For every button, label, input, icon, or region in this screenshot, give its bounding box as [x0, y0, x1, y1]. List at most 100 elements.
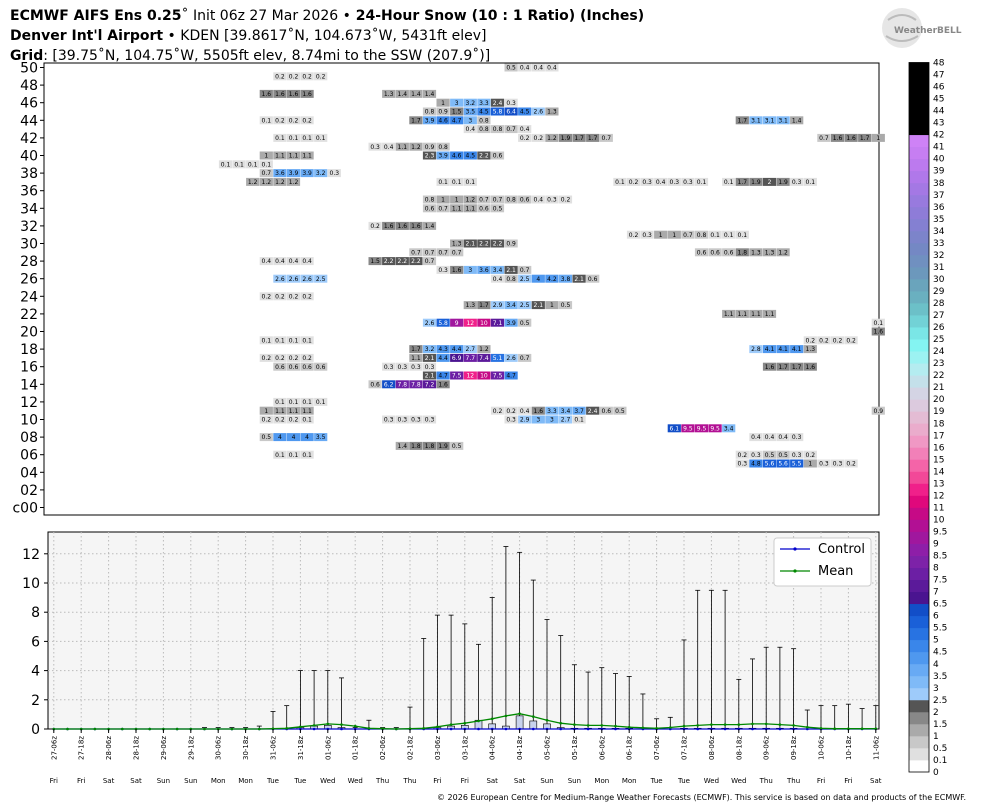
member-cell-label: 5.6 — [765, 461, 775, 468]
member-cell — [463, 125, 477, 134]
member-cell-label: 0.1 — [289, 337, 299, 344]
colorbar-swatch — [909, 110, 929, 124]
mean-point — [751, 722, 754, 726]
member-cell-label: 4.7 — [452, 117, 462, 124]
member-cell-label: 0.1 — [248, 161, 258, 168]
summary-y-label: 12 — [22, 547, 40, 563]
colorbar-swatch — [909, 567, 929, 580]
member-cell — [626, 230, 641, 239]
colorbar-swatch — [909, 278, 929, 292]
colorbar-swatch — [909, 363, 929, 376]
member-cell — [545, 274, 559, 283]
member-cell — [300, 433, 314, 442]
member-cell-label: 0.2 — [302, 73, 312, 80]
member-cell — [259, 292, 273, 301]
member-cell — [436, 98, 450, 107]
mean-point — [312, 724, 316, 727]
member-cell-label: 0.1 — [316, 135, 326, 142]
mean-point — [682, 724, 686, 728]
colorbar-swatch — [909, 579, 929, 593]
member-cell-label: 3.2 — [425, 346, 435, 353]
chart-header: ECMWF AIFS Ens 0.25˚ Init 06z 27 Mar 202… — [10, 6, 644, 66]
member-axis-label: 42 — [20, 131, 38, 147]
member-cell — [477, 265, 491, 274]
summary-x-label: 02-06z — [379, 736, 387, 760]
member-cell — [463, 195, 477, 204]
member-cell — [776, 433, 790, 442]
member-cell-label: 0.1 — [302, 337, 312, 344]
member-cell — [286, 415, 301, 424]
member-cell — [776, 362, 790, 371]
summary-day-label: Sun — [540, 777, 553, 785]
member-cell — [749, 450, 763, 459]
member-axis-label: 32 — [20, 219, 38, 235]
member-cell — [368, 221, 382, 230]
summary-x-label: 06-06z — [598, 736, 606, 760]
member-cell-label: 0.3 — [738, 461, 748, 468]
member-cell-label: 0.1 — [615, 179, 625, 186]
member-cell-label: 1.7 — [738, 179, 748, 186]
member-cell-label: 9.5 — [697, 425, 707, 432]
summary-x-label: 09-06z — [763, 736, 771, 760]
member-cell-label: 1.2 — [778, 249, 788, 256]
member-cell — [477, 345, 491, 354]
member-cell-label: 1 — [808, 461, 812, 468]
member-cell — [422, 151, 437, 160]
member-cell-label: 3.9 — [302, 170, 312, 177]
member-cell-label: 9.5 — [683, 425, 693, 432]
member-cell — [395, 441, 409, 450]
member-cell-label: 3 — [468, 267, 472, 274]
member-cell — [286, 177, 301, 186]
summary-x-label: 01-18z — [352, 736, 360, 760]
member-axis-label: 06 — [20, 448, 38, 464]
summary-y-label: 4 — [31, 664, 40, 680]
mean-point — [93, 727, 97, 731]
member-axis-label: 48 — [20, 78, 38, 94]
member-cell-label: 0.3 — [547, 197, 557, 204]
member-cell-label: 1.2 — [248, 179, 258, 186]
member-cell-label: 0.2 — [370, 223, 380, 230]
member-axis-label: 34 — [20, 201, 38, 217]
site-coords: KDEN [39.8617˚N, 104.673˚W, 5431ft elev] — [175, 28, 487, 44]
colorbar-swatch — [909, 327, 929, 340]
member-cell — [871, 406, 885, 415]
grid-details: : [39.75˚N, 104.75˚W, 5505ft elev, 8.74m… — [43, 48, 491, 64]
member-cell — [518, 301, 532, 310]
member-cell — [409, 248, 423, 257]
member-cell — [776, 345, 790, 354]
mean-point — [381, 727, 384, 730]
member-cell-label: 1.9 — [751, 179, 761, 186]
member-cell — [749, 345, 763, 354]
member-cell — [314, 169, 328, 178]
member-cell-label: 1 — [441, 197, 445, 204]
member-cell — [790, 362, 804, 371]
member-cell-label: 0.9 — [506, 241, 516, 248]
member-cell — [314, 133, 328, 142]
member-cell — [762, 248, 777, 257]
member-cell-label: 1.1 — [452, 205, 462, 212]
colorbar-label: 33 — [933, 239, 944, 249]
member-cell-label: 0.3 — [398, 417, 408, 424]
colorbar-swatch — [909, 303, 929, 316]
colorbar-label: 31 — [933, 263, 944, 273]
member-cell — [450, 265, 464, 274]
member-cell-label: 2.2 — [384, 258, 394, 265]
member-cell — [681, 230, 695, 239]
member-cell-label: 1.4 — [398, 443, 408, 450]
member-cell-label: 0.5 — [262, 434, 272, 441]
member-cell-label: 1.3 — [751, 249, 761, 256]
control-point — [751, 727, 754, 731]
member-cell — [477, 125, 491, 134]
colorbar-label: 8.5 — [933, 552, 947, 562]
member-cell-label: 0.2 — [262, 293, 272, 300]
member-cell — [762, 345, 777, 354]
member-cell-label: 0.2 — [520, 135, 530, 142]
member-axis-label: 40 — [20, 149, 38, 165]
member-axis-label: 46 — [20, 96, 38, 112]
member-cell-label: 0.5 — [615, 408, 625, 415]
colorbar-label: 8 — [933, 564, 939, 574]
summary-x-label: 06-18z — [626, 736, 634, 760]
member-cell — [518, 107, 532, 116]
member-cell-label: 1.3 — [547, 109, 557, 116]
summary-day-label: Wed — [731, 777, 746, 785]
